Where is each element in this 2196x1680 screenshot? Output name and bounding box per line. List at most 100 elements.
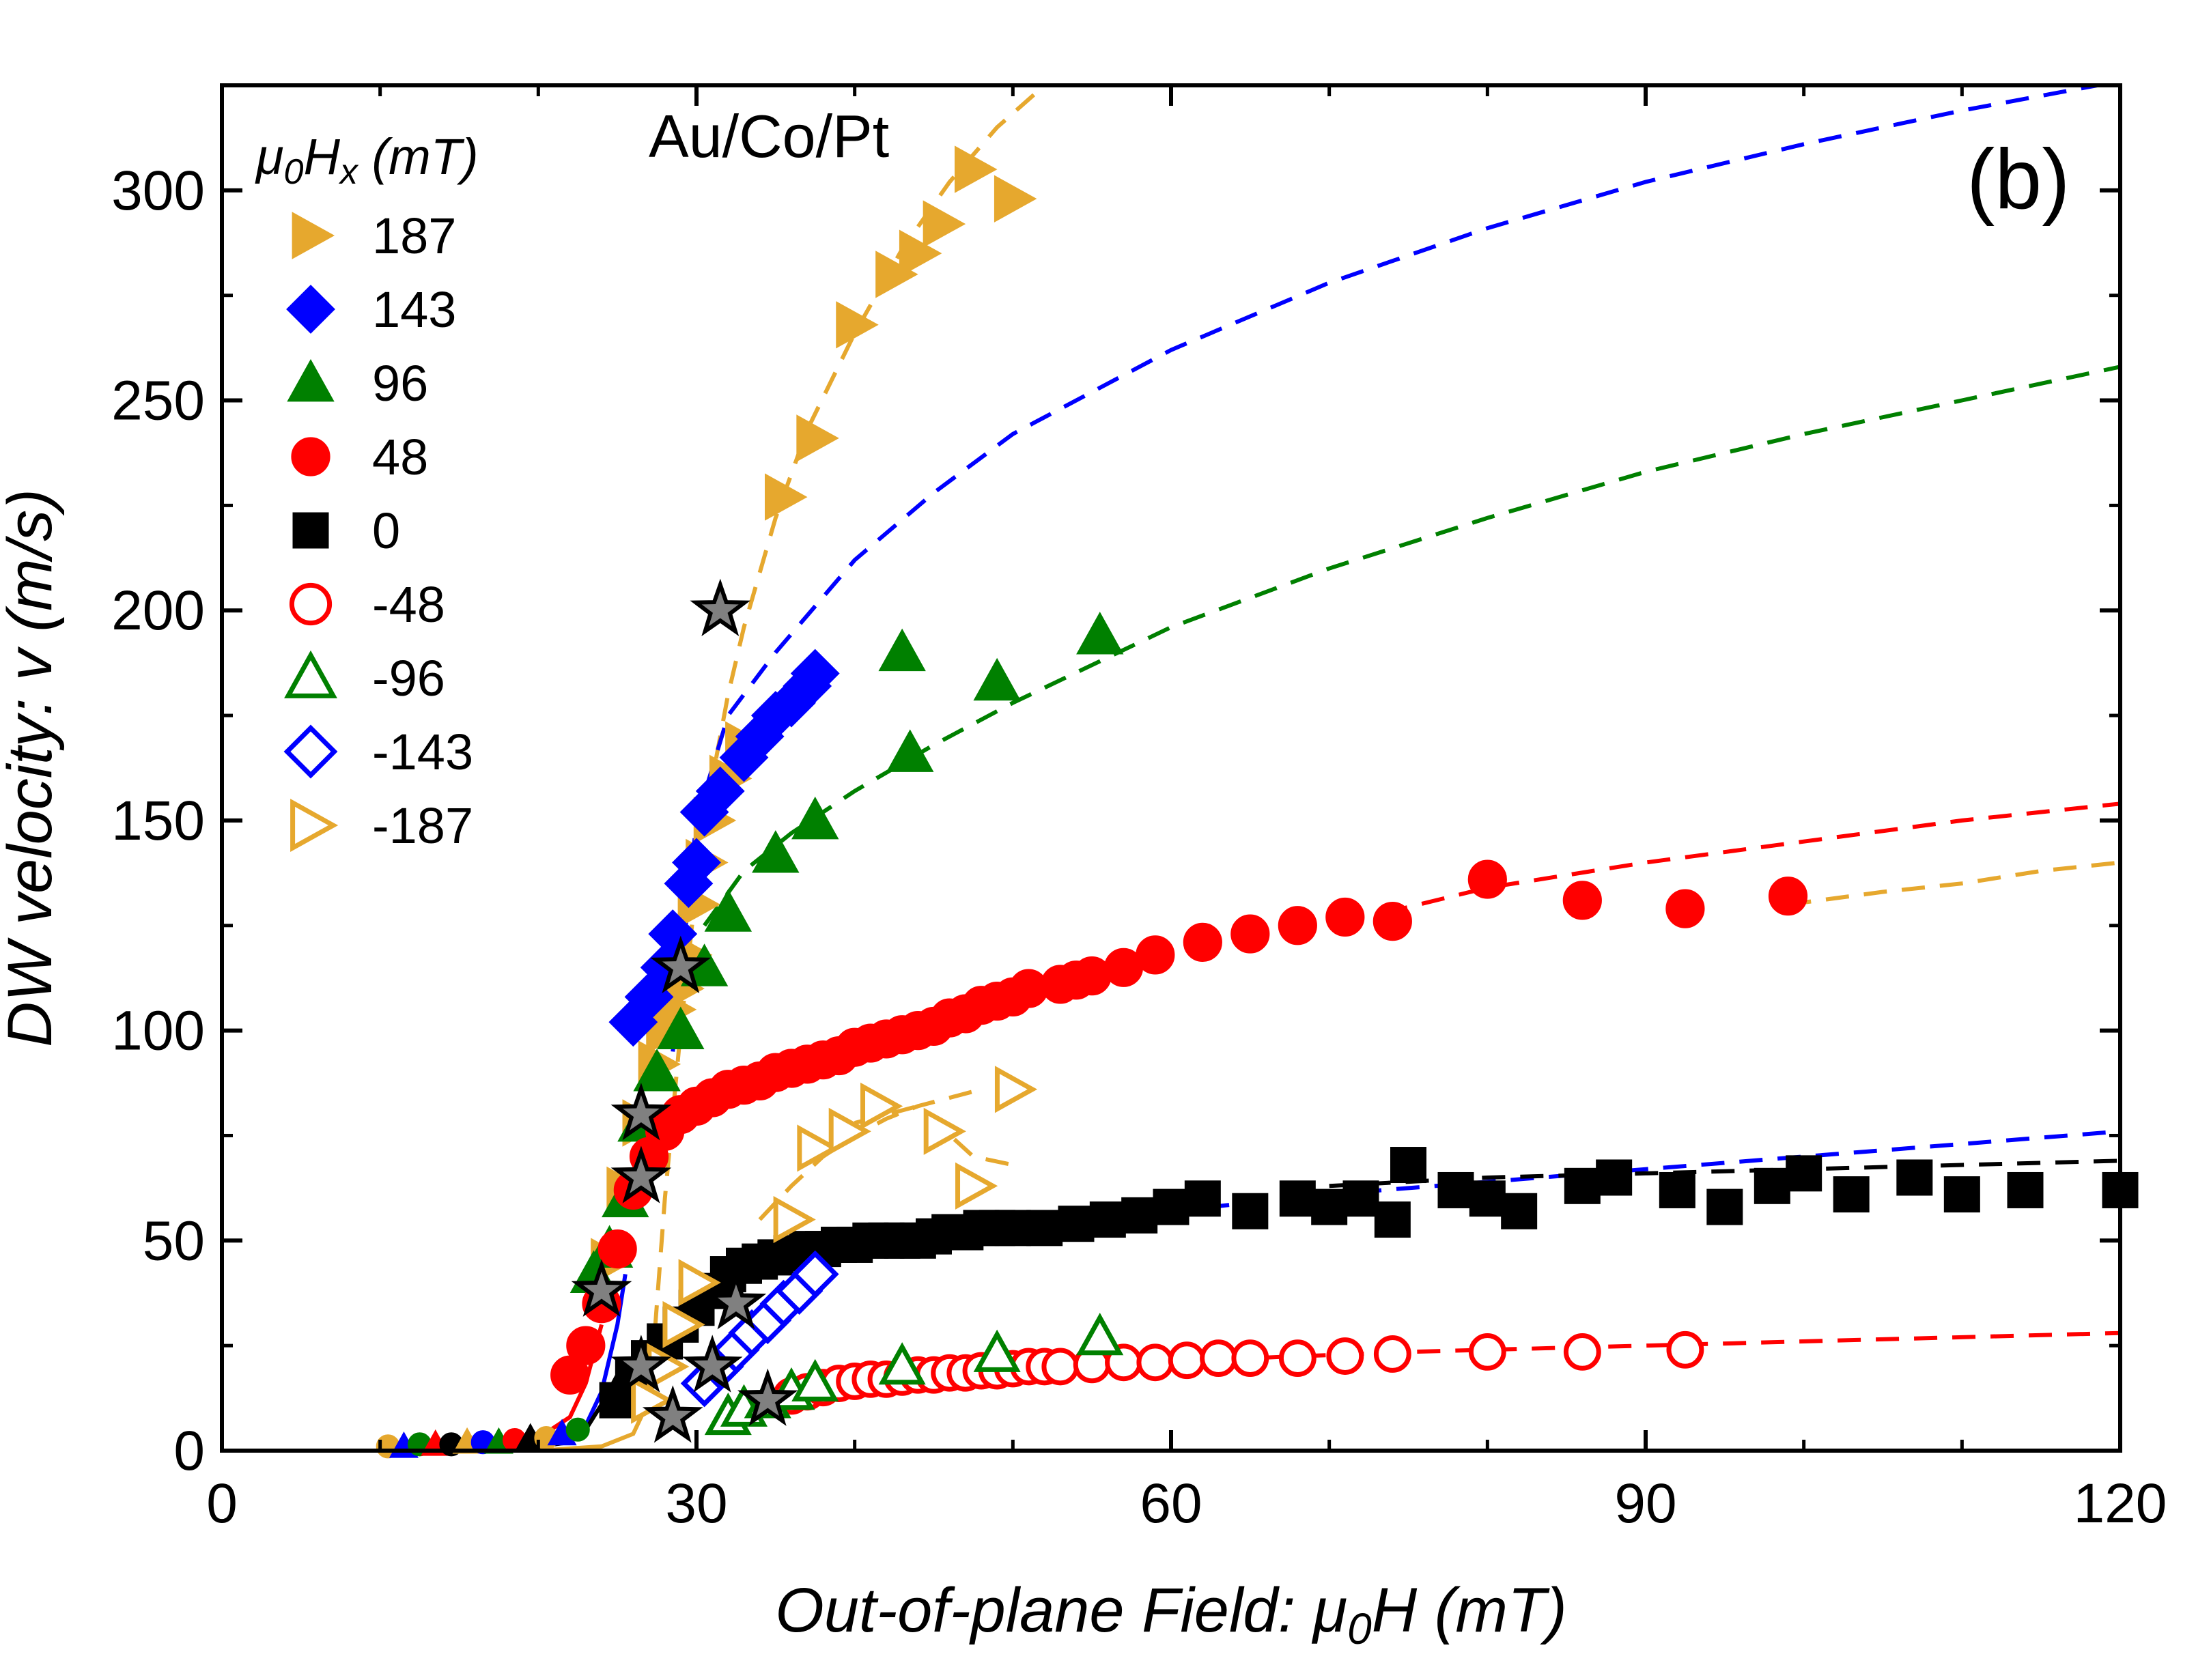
fit-line-0 <box>650 85 1048 1367</box>
point-0 <box>1833 1176 1870 1213</box>
legend-title-sub0: 0 <box>284 152 304 192</box>
panel-label: (b) <box>1967 132 2070 227</box>
point--187 <box>860 1082 903 1130</box>
point-48 <box>1325 897 1365 937</box>
y-tick-label: 200 <box>111 580 205 642</box>
point-143 <box>695 766 745 816</box>
x-axis-title-post: H (mT) <box>1372 1576 1567 1645</box>
point-187 <box>994 175 1037 223</box>
point-0 <box>1058 1206 1095 1242</box>
legend-label: 0 <box>372 502 400 559</box>
legend-title-mu: μ <box>255 128 284 185</box>
point-48 <box>1768 877 1808 916</box>
point-0 <box>1501 1193 1538 1229</box>
point-stars <box>681 1335 743 1393</box>
y-tick-label: 150 <box>111 790 205 852</box>
y-axis-title-pre: DW velocity: <box>0 681 65 1047</box>
point-0 <box>1026 1210 1063 1247</box>
y-tick-label: 300 <box>111 160 205 222</box>
point-0 <box>1943 1176 1980 1213</box>
point--48 <box>1326 1337 1364 1375</box>
point--96 <box>1076 1313 1124 1356</box>
legend-item-187: 187 <box>292 208 456 264</box>
y-axis-title: DW velocity: v (m/s) <box>0 489 65 1047</box>
x-tick-label: 120 <box>2074 1472 2167 1535</box>
point-0 <box>1232 1193 1269 1229</box>
point-0 <box>1311 1188 1348 1225</box>
point--187 <box>662 1300 705 1348</box>
point-stars <box>642 1385 703 1443</box>
point--48 <box>1666 1330 1704 1369</box>
point-96 <box>791 796 839 840</box>
point-stars <box>610 1083 672 1141</box>
point-0 <box>1279 1180 1316 1217</box>
point--187 <box>923 1107 966 1155</box>
point--96 <box>878 1342 926 1385</box>
point-96 <box>657 1006 705 1050</box>
point-187 <box>923 200 966 248</box>
legend-title: μ0Hx (mT) <box>255 128 479 192</box>
point-0 <box>1469 1180 1506 1217</box>
point-0 <box>1437 1171 1474 1208</box>
point-stars <box>610 1335 672 1393</box>
legend-label: 187 <box>372 208 456 264</box>
point-48 <box>1230 914 1270 954</box>
y-axis-title-var: v <box>0 646 65 681</box>
point--96 <box>791 1358 839 1401</box>
data-points <box>376 145 2139 1459</box>
series-0 <box>599 1147 2139 1419</box>
point--187 <box>994 1066 1038 1113</box>
legend-marker-0 <box>292 512 329 549</box>
point-143 <box>672 838 721 887</box>
point--187 <box>678 1259 721 1307</box>
series-48 <box>550 859 1808 1395</box>
fit-line-2 <box>703 365 2120 927</box>
point-143 <box>790 649 840 698</box>
point-48 <box>1372 902 1412 941</box>
point-0 <box>1121 1197 1158 1234</box>
fit-line-5 <box>758 1087 982 1221</box>
point-stars <box>610 1145 672 1204</box>
point-0 <box>1089 1201 1126 1238</box>
point-0 <box>1184 1180 1221 1217</box>
point-0 <box>1390 1147 1426 1184</box>
x-axis-title-pre: Out-of-plane Field: <box>775 1576 1312 1645</box>
x-axis-title-mu: μ <box>1312 1576 1347 1645</box>
point-48 <box>597 1229 637 1269</box>
x-axis-title: Out-of-plane Field: μ0H (mT) <box>775 1576 1567 1653</box>
legend-label: 96 <box>372 355 428 412</box>
point-187 <box>875 251 918 298</box>
point-48 <box>566 1326 606 1365</box>
legend-marker--48 <box>289 582 333 626</box>
point-48 <box>1183 922 1222 962</box>
point--48 <box>1278 1339 1317 1378</box>
y-axis-title-post: (m/s) <box>0 489 65 649</box>
point--143 <box>791 1250 839 1298</box>
point--48 <box>1468 1333 1506 1371</box>
point-0 <box>1659 1171 1695 1208</box>
point-96 <box>878 628 926 672</box>
legend-item-48: 48 <box>291 429 428 485</box>
legend-marker-143 <box>286 285 335 334</box>
fit-line-3 <box>1384 801 2120 915</box>
point-96 <box>633 1049 681 1092</box>
legend-label: -187 <box>372 797 473 854</box>
legend-label: -48 <box>372 576 445 633</box>
fit-line-1 <box>671 85 2109 1052</box>
y-tick-label: 50 <box>143 1210 205 1272</box>
legend-label: 143 <box>372 281 456 338</box>
legend-marker--187 <box>290 799 339 852</box>
legend-item-0: 0 <box>292 502 400 559</box>
point-0 <box>1342 1180 1379 1217</box>
legend-item--187: -187 <box>290 797 473 854</box>
legend-label: 48 <box>372 429 428 485</box>
legend-marker-187 <box>292 212 335 259</box>
point--48 <box>1136 1343 1174 1382</box>
fit-line-9 <box>854 1104 1013 1167</box>
point-0 <box>1706 1188 1743 1225</box>
series--187 <box>631 1066 1038 1424</box>
x-tick-label: 60 <box>1140 1472 1202 1535</box>
point-stars <box>737 1368 798 1426</box>
point--187 <box>828 1107 871 1155</box>
